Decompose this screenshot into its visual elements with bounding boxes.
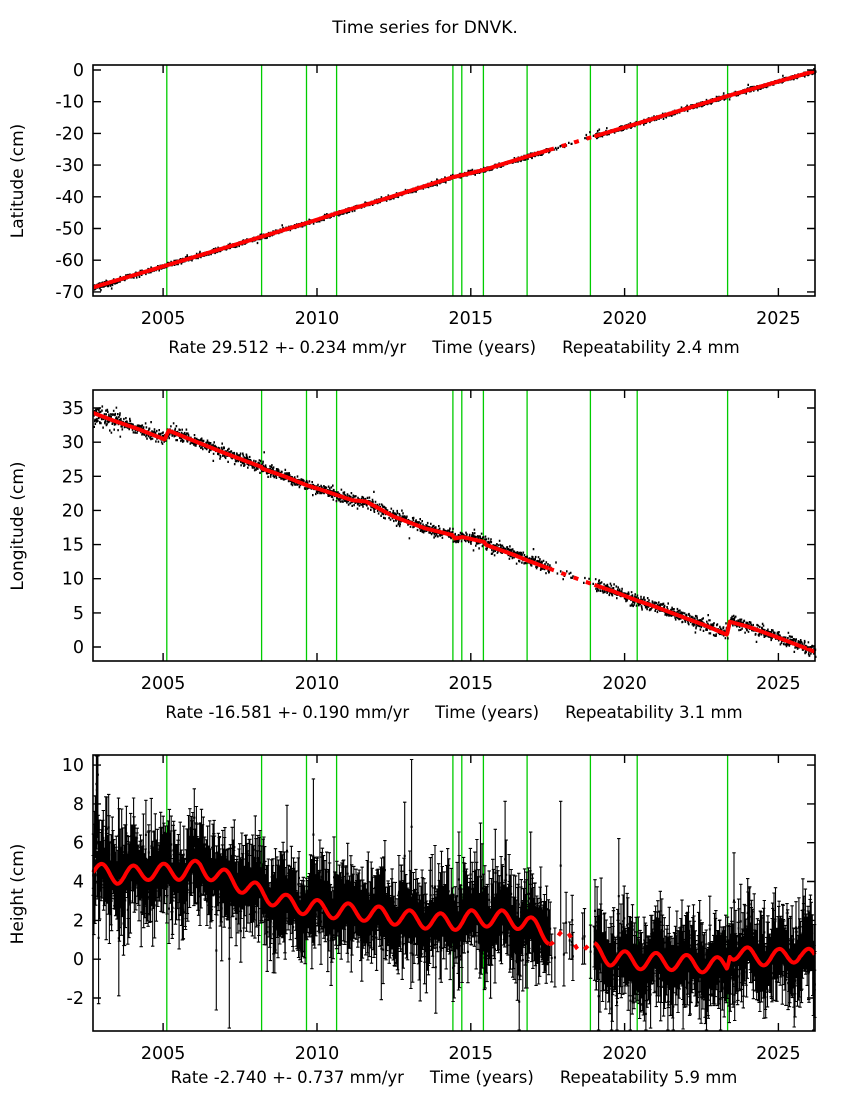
x-tick-label: 2005 — [141, 309, 186, 329]
latitude-caption: Rate 29.512 +- 0.234 mm/yr Time (years) … — [93, 338, 815, 357]
latitude-rate-label: Rate 29.512 +- 0.234 mm/yr — [168, 338, 407, 357]
height-caption: Rate -2.740 +- 0.737 mm/yr Time (years) … — [93, 1068, 815, 1087]
longitude-repeat-label: Repeatability 3.1 mm — [565, 703, 743, 722]
height-rate-label: Rate -2.740 +- 0.737 mm/yr — [170, 1068, 404, 1087]
y-tick-label: -40 — [55, 188, 84, 208]
x-tick-label: 2015 — [449, 309, 494, 329]
y-tick-label: 0 — [73, 61, 84, 81]
y-tick-label: -30 — [55, 156, 84, 176]
y-tick-label: -10 — [55, 93, 84, 113]
x-axis-label: Time (years) — [435, 703, 540, 722]
latitude-repeat-label: Repeatability 2.4 mm — [562, 338, 740, 357]
x-tick-label: 2025 — [756, 309, 801, 329]
x-tick-label: 2010 — [295, 309, 340, 329]
height-axis-label: Height (cm) — [8, 843, 28, 945]
page-title: Time series for DNVK. — [332, 18, 518, 38]
x-axis-label: Time (years) — [432, 338, 537, 357]
latitude-axis-label: Latitude (cm) — [8, 123, 28, 239]
y-tick-label: -20 — [55, 124, 84, 144]
longitude-rate-label: Rate -16.581 +- 0.190 mm/yr — [165, 703, 410, 722]
x-tick-label: 2020 — [602, 309, 647, 329]
y-tick-label: -50 — [55, 220, 84, 240]
longitude-caption: Rate -16.581 +- 0.190 mm/yr Time (years)… — [93, 703, 815, 722]
y-tick-label: -60 — [55, 251, 84, 271]
y-tick-label: -70 — [55, 283, 84, 303]
x-axis-label: Time (years) — [429, 1068, 534, 1087]
height-repeat-label: Repeatability 5.9 mm — [559, 1068, 738, 1087]
longitude-axis-label: Longitude (cm) — [8, 461, 28, 591]
